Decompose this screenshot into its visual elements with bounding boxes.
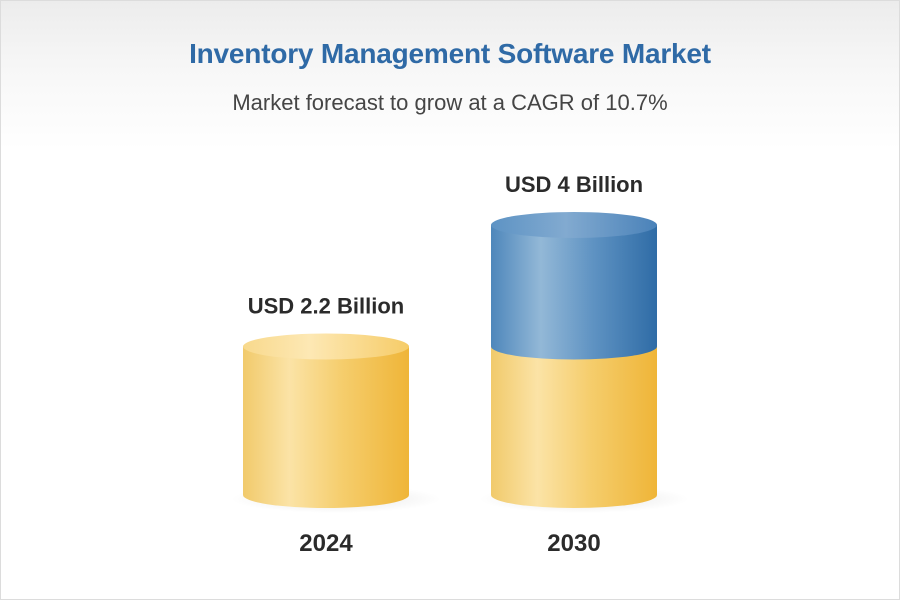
bar-2030-top (491, 212, 657, 238)
category-label-2030: 2030 (547, 530, 600, 557)
bar-2024-body (243, 346, 409, 508)
bar-2024-top (243, 333, 409, 360)
bar-2030-growth (491, 225, 657, 360)
value-label-2030: USD 4 Billion (505, 172, 643, 197)
value-label-2024: USD 2.2 Billion (248, 294, 404, 319)
category-label-2024: 2024 (299, 530, 353, 557)
chart-title: Inventory Management Software Market (189, 38, 711, 69)
chart-subtitle: Market forecast to grow at a CAGR of 10.… (232, 90, 668, 115)
bar-2030-base-body (491, 346, 657, 508)
